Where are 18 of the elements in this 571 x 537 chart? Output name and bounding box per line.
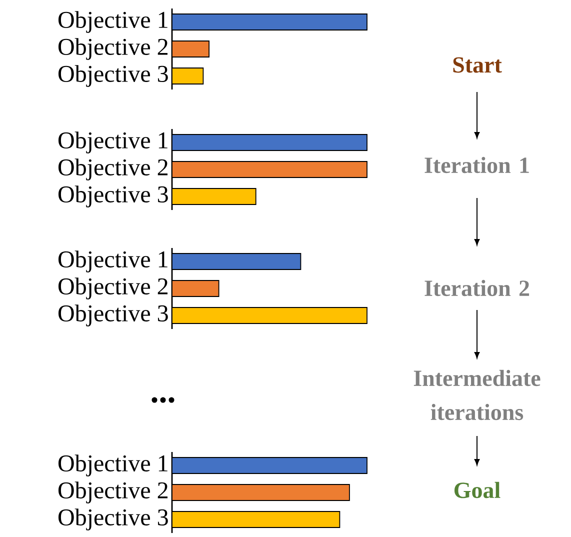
y-tick-label: Objective 3 bbox=[58, 186, 168, 208]
text: Intermediate iterations bbox=[414, 370, 540, 420]
y-tick-label: Objective 1 bbox=[58, 250, 168, 272]
y-tick-label: Objective 2 bbox=[58, 278, 168, 300]
y-tick-label: Objective 1 bbox=[58, 11, 168, 33]
text: Iteration 1 bbox=[424, 156, 529, 174]
y-tick-label: Objective 3 bbox=[58, 304, 168, 326]
y-tick-label: Objective 1 bbox=[58, 454, 168, 476]
y-tick-label: Objective 2 bbox=[58, 158, 168, 180]
y-tick-label: Objective 3 bbox=[58, 65, 168, 87]
text: Goal bbox=[454, 482, 500, 498]
text: Start bbox=[453, 57, 502, 73]
y-tick-label: Objective 3 bbox=[58, 508, 168, 530]
y-tick-label: Objective 1 bbox=[58, 132, 168, 154]
text: Iteration 2 bbox=[424, 280, 530, 296]
text: ... bbox=[152, 397, 174, 403]
y-tick-label: Objective 2 bbox=[58, 38, 168, 60]
y-tick-label: Objective 2 bbox=[58, 482, 168, 504]
